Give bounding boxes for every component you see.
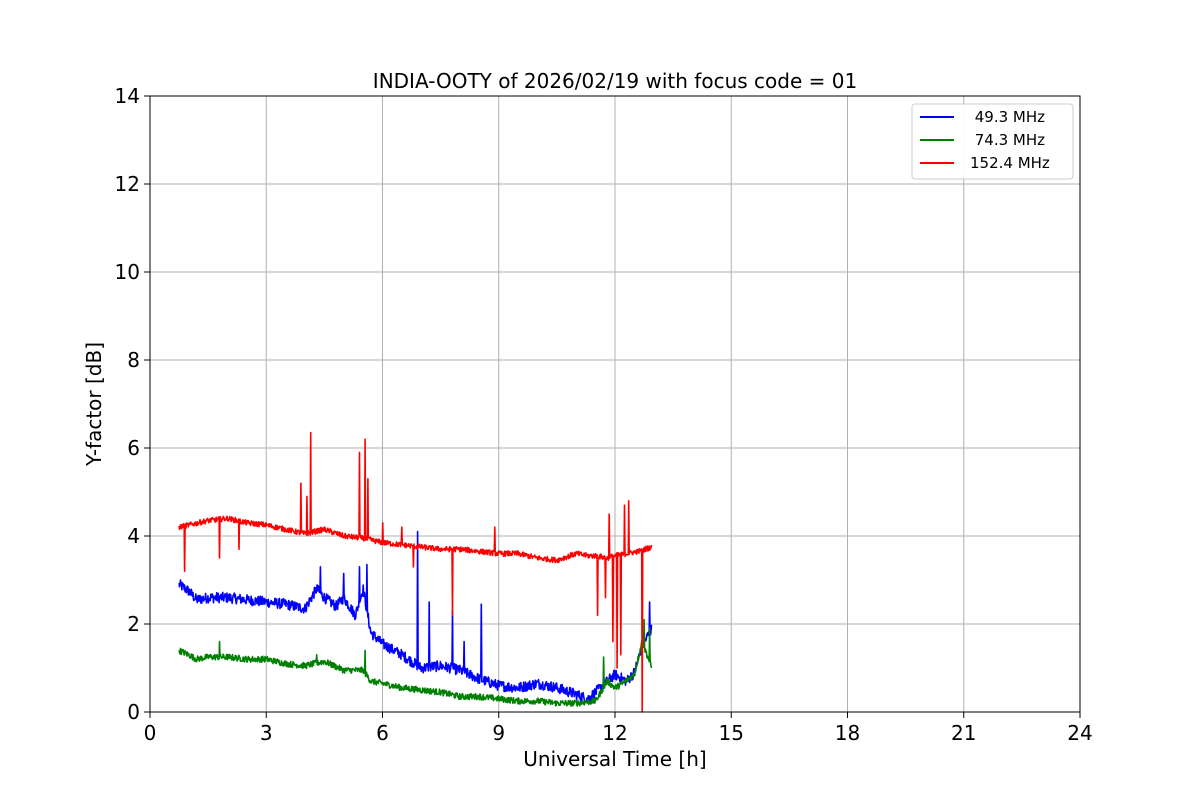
y-tick-label: 2: [127, 612, 140, 636]
y-tick-label: 14: [115, 84, 140, 108]
x-axis-label: Universal Time [h]: [523, 747, 706, 771]
series-line-152-4-mhz: [178, 431, 653, 713]
x-tick-label: 21: [951, 721, 976, 745]
y-tick-label: 4: [127, 524, 140, 548]
y-tick-label: 0: [127, 700, 140, 724]
x-tick-label: 9: [492, 721, 505, 745]
y-tick-label: 8: [127, 348, 140, 372]
series-lines: [178, 431, 653, 713]
legend-box: [911, 103, 1074, 180]
y-tick-label: 6: [127, 436, 140, 460]
series-line-49-3-mhz: [178, 530, 653, 704]
y-tick-label: 10: [115, 260, 140, 284]
chart-title: INDIA-OOTY of 2026/02/19 with focus code…: [373, 69, 857, 93]
x-tick-label: 24: [1067, 721, 1092, 745]
legend-entry-152-mhz: 152.4 MHz: [970, 154, 1050, 172]
series-line-74-3-mhz: [178, 618, 653, 708]
legend-entry-74-mhz: 74.3 MHz: [970, 131, 1045, 149]
x-tick-label: 6: [376, 721, 389, 745]
x-tick-label: 0: [144, 721, 157, 745]
y-tick-label: 12: [115, 172, 140, 196]
legend: 49.3 MHz 74.3 MHz 152.4 MHz: [911, 103, 1074, 180]
legend-entry-49-mhz: 49.3 MHz: [970, 108, 1045, 126]
x-tick-label: 3: [260, 721, 273, 745]
y-axis-label: Y-factor [dB]: [82, 342, 106, 467]
x-tick-label: 12: [602, 721, 627, 745]
x-tick-label: 15: [719, 721, 744, 745]
x-tick-label: 18: [835, 721, 860, 745]
x-axis-ticks: 0 3 6 9 12 15 18 21 24: [144, 712, 1093, 745]
y-axis-ticks: 0 2 4 6 8 10 12 14: [115, 84, 150, 724]
